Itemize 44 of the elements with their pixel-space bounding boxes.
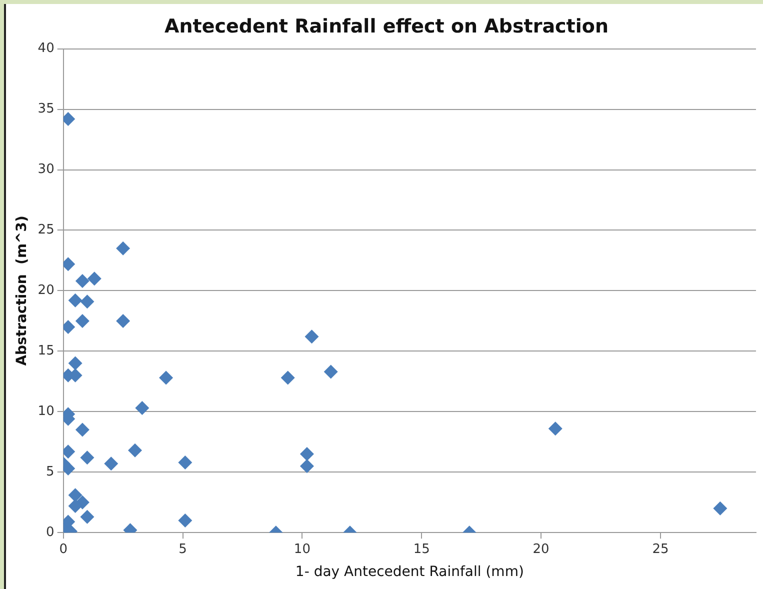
point: [300, 459, 314, 474]
point: [68, 293, 82, 308]
point: [178, 514, 192, 528]
y-tick-label: 20: [38, 283, 54, 298]
x-tick-label: 25: [652, 542, 669, 557]
x-axis-title: 1- day Antecedent Rainfall (mm): [295, 564, 524, 580]
y-tick-label: 35: [38, 102, 54, 117]
point: [713, 501, 728, 516]
point: [87, 272, 102, 286]
x-tick-label: 0: [59, 542, 68, 557]
y-tick-label: 5: [46, 464, 54, 480]
point: [548, 422, 562, 436]
chart-title: Antecedent Rainfall effect on Abstraction: [164, 15, 608, 38]
point: [68, 356, 82, 370]
point: [75, 422, 90, 437]
point: [104, 456, 118, 471]
point: [135, 401, 150, 416]
point: [75, 274, 90, 288]
y-tick-label: 10: [38, 404, 54, 420]
point: [324, 364, 338, 379]
y-tick-label: 15: [38, 344, 54, 359]
y-tick-label: 0: [46, 524, 54, 540]
point: [68, 488, 82, 502]
point: [159, 370, 174, 385]
point: [80, 450, 94, 465]
y-tick-label: 40: [38, 41, 54, 56]
point: [68, 498, 82, 513]
y-axis-title: Abstraction (m^3): [14, 216, 30, 366]
point: [128, 443, 142, 458]
x-tick-label: 20: [532, 542, 550, 557]
x-tick-label: 10: [294, 542, 310, 557]
point: [80, 294, 94, 309]
y-tick-label: 30: [38, 162, 54, 178]
x-tick-label: 5: [178, 542, 187, 557]
y-tick-label: 25: [38, 222, 54, 238]
point: [80, 510, 94, 524]
point: [178, 455, 192, 470]
x-tick-label: 15: [413, 542, 430, 557]
point: [280, 370, 295, 385]
point: [116, 241, 130, 256]
point: [116, 314, 130, 328]
point: [304, 330, 319, 344]
point: [300, 446, 314, 461]
point: [75, 314, 90, 328]
